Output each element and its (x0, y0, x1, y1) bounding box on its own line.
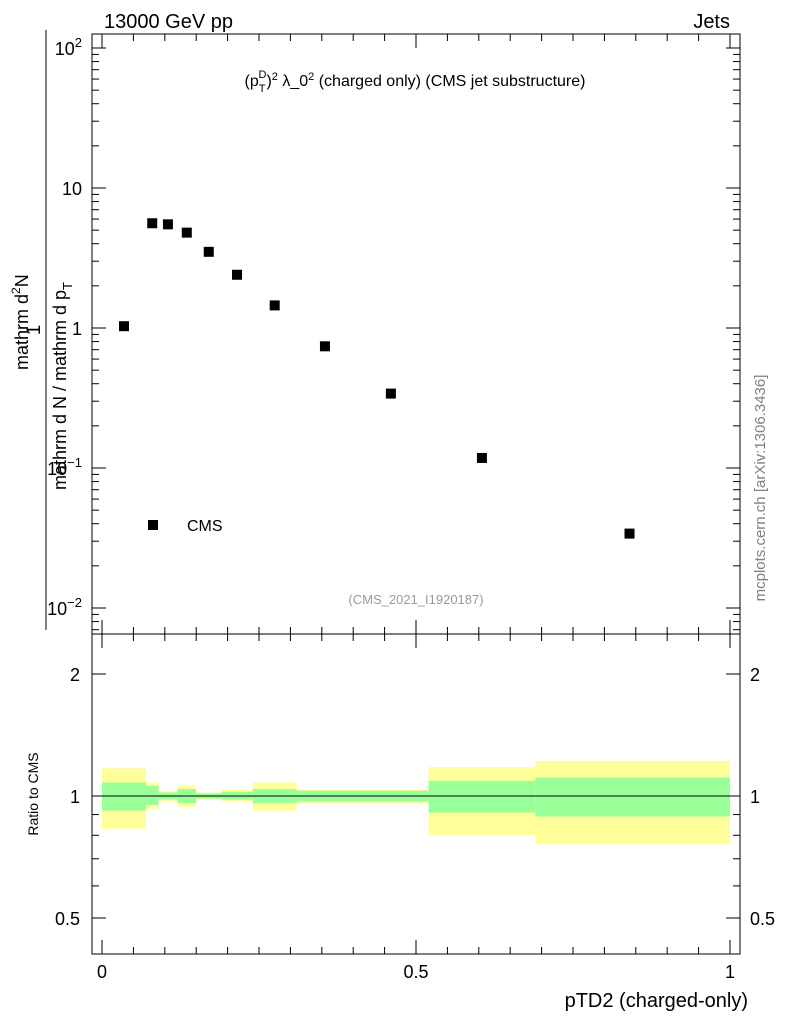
legend-marker (148, 520, 158, 530)
ratio-tick-label: 1 (750, 787, 760, 807)
data-point (118, 321, 129, 332)
x-axis-label: pTD2 (charged-only) (565, 990, 748, 1012)
inner-band (102, 782, 146, 811)
data-point (385, 388, 396, 399)
data-point (181, 227, 192, 238)
svg-text:1: 1 (24, 325, 45, 336)
ratio-uncertainty-bands (102, 761, 730, 845)
ratio-tick-label: 2 (70, 665, 80, 685)
data-point (319, 341, 330, 352)
y-tick-label: 10 (62, 179, 82, 199)
energy-label: 13000 GeV pp (104, 11, 233, 33)
ratio-tick-label: 1 (70, 787, 80, 807)
inner-band (145, 785, 159, 806)
plot-title: (pTD)2 λ_02 (charged only) (CMS jet subs… (245, 69, 586, 95)
inner-band (428, 780, 536, 813)
data-point (203, 246, 214, 257)
data-point (269, 300, 280, 311)
main-axis-ticks: 10−2 10−1 1 10 102 (47, 34, 740, 634)
y-tick-label: 102 (55, 35, 82, 59)
analysis-id: (CMS_2021_I1920187) (348, 592, 483, 607)
x-tick-label: 0.5 (403, 962, 428, 982)
inner-band (535, 777, 730, 817)
y-tick-label: 10−2 (47, 595, 82, 619)
ratio-tick-label: 0.5 (55, 909, 80, 929)
y-tick-label: 10−1 (47, 455, 82, 479)
ratio-axis-ticks: 0.5 0.5 1 1 2 2 0 0.5 1 (55, 634, 775, 982)
ratio-tick-label: 0.5 (750, 909, 775, 929)
data-points (118, 218, 635, 539)
x-tick-label: 1 (725, 962, 735, 982)
x-tick-label: 0 (97, 962, 107, 982)
data-point (624, 528, 635, 539)
data-point (476, 452, 487, 463)
process-label: Jets (693, 11, 730, 33)
side-watermark: mcplots.cern.ch [arXiv:1306.3436] (752, 375, 769, 602)
svg-text:mathrm d2N: mathrm d2N (9, 274, 32, 370)
data-point (162, 219, 173, 230)
y-tick-label: 1 (72, 319, 82, 339)
legend-label: CMS (187, 518, 223, 535)
ratio-tick-label: 2 (750, 665, 760, 685)
main-plot-frame (91, 33, 741, 635)
main-y-axis-label-upper: mathrm d2N (9, 274, 32, 370)
data-point (147, 218, 158, 229)
data-point (232, 269, 243, 280)
ratio-y-axis-label: Ratio to CMS (25, 752, 41, 835)
